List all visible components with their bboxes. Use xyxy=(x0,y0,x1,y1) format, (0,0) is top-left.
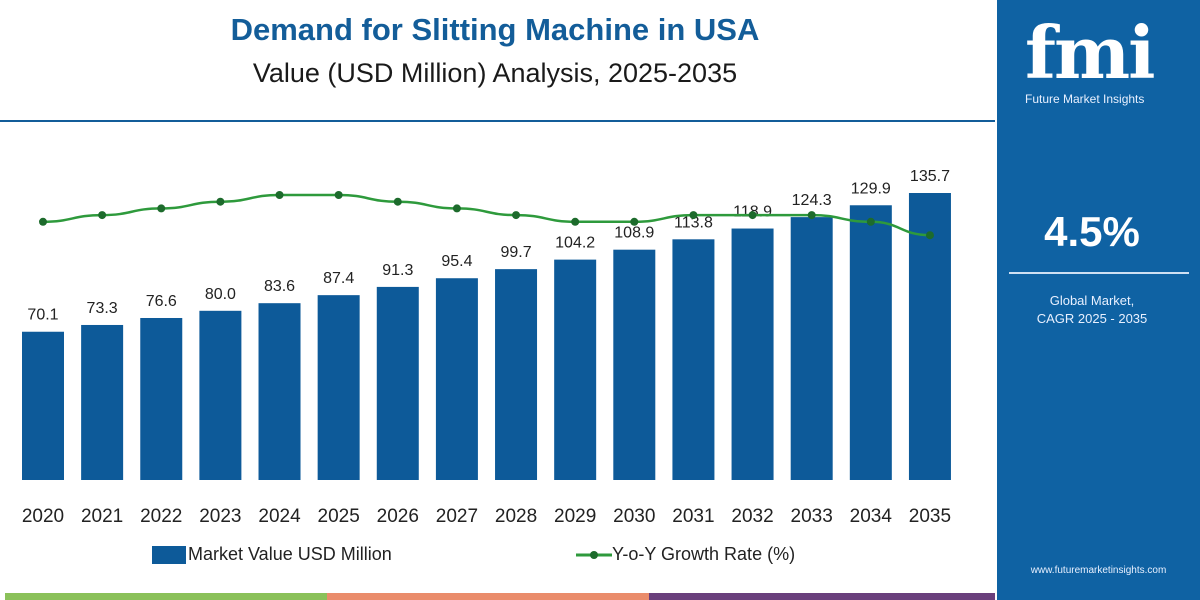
chart-subtitle: Value (USD Million) Analysis, 2025-2035 xyxy=(252,58,738,88)
stripe-orange xyxy=(327,593,649,600)
data-label-2023: 80.0 xyxy=(205,286,236,303)
bar-2034 xyxy=(849,205,892,480)
growth-point-2032 xyxy=(748,211,757,220)
x-tick-2025: 2025 xyxy=(318,506,360,527)
cagr-label-line1: Global Market, xyxy=(1049,293,1135,308)
x-tick-2026: 2026 xyxy=(377,506,419,527)
growth-point-2034 xyxy=(866,217,875,226)
growth-point-2025 xyxy=(334,191,343,199)
cagr-value: 4.5% xyxy=(1044,208,1140,255)
data-label-2021: 73.3 xyxy=(87,300,118,317)
growth-point-2033 xyxy=(807,211,816,220)
x-tick-2033: 2033 xyxy=(791,506,833,527)
legend-bar-label: Market Value USD Million xyxy=(188,544,392,564)
bar-2031 xyxy=(672,239,715,480)
growth-point-2022 xyxy=(157,204,166,213)
legend-line-label: Y-o-Y Growth Rate (%) xyxy=(612,544,796,564)
bar-2024 xyxy=(258,303,301,480)
x-tick-2024: 2024 xyxy=(258,506,301,527)
data-label-2030: 108.9 xyxy=(614,225,654,242)
data-label-2024: 83.6 xyxy=(264,278,295,295)
x-tick-2035: 2035 xyxy=(909,506,951,527)
logo-subtitle: Future Market Insights xyxy=(1025,92,1145,106)
bar-2023 xyxy=(199,310,242,480)
x-tick-2028: 2028 xyxy=(495,506,537,527)
website-url: www.futuremarketinsights.com xyxy=(1030,565,1167,576)
growth-point-2028 xyxy=(512,211,521,220)
data-label-2027: 95.4 xyxy=(441,253,472,270)
growth-line xyxy=(42,193,930,237)
growth-point-2023 xyxy=(216,197,225,206)
data-label-2026: 91.3 xyxy=(382,262,413,279)
bar-2022 xyxy=(140,317,183,480)
data-label-2020: 70.1 xyxy=(27,307,58,324)
stripe-purple xyxy=(649,593,995,600)
growth-point-2031 xyxy=(689,211,698,220)
growth-point-2029 xyxy=(571,217,580,226)
data-label-2025: 87.4 xyxy=(323,270,354,287)
bar-2029 xyxy=(554,259,597,480)
cagr-label: Global Market, CAGR 2025 - 2035 xyxy=(997,292,1187,328)
x-tick-2021: 2021 xyxy=(81,506,123,527)
legend-bar: Market Value USD Million xyxy=(152,544,392,565)
legend-bar-swatch xyxy=(152,545,186,564)
x-tick-2034: 2034 xyxy=(850,506,893,527)
x-tick-2032: 2032 xyxy=(731,506,773,527)
x-tick-2031: 2031 xyxy=(672,506,714,527)
x-tick-2022: 2022 xyxy=(140,506,182,527)
x-tick-2029: 2029 xyxy=(554,506,596,527)
data-label-2033: 124.3 xyxy=(792,192,832,209)
data-label-2031: 113.8 xyxy=(674,214,713,231)
x-tick-2030: 2030 xyxy=(613,506,655,527)
x-tick-2020: 2020 xyxy=(22,506,64,527)
side-panel: fmi Future Market Insights 4.5% Global M… xyxy=(997,0,1200,600)
chart-title: Demand for Slitting Machine in USA xyxy=(230,12,760,47)
header-divider xyxy=(0,120,995,122)
bar-2028 xyxy=(495,269,538,480)
bar-2020 xyxy=(22,331,64,480)
bar-2030 xyxy=(613,249,656,480)
growth-point-2021 xyxy=(98,211,107,220)
data-label-2028: 99.7 xyxy=(500,244,531,261)
fmi-logo: fmi xyxy=(1025,10,1156,95)
growth-point-2024 xyxy=(275,191,284,199)
bar-2021 xyxy=(81,324,124,480)
growth-point-2030 xyxy=(630,217,639,226)
growth-point-2020 xyxy=(39,217,47,226)
growth-point-2027 xyxy=(452,204,461,213)
data-label-2029: 104.2 xyxy=(555,235,595,252)
legend-line-swatch xyxy=(576,550,612,559)
x-tick-2027: 2027 xyxy=(436,506,478,527)
bar-2033 xyxy=(790,217,833,480)
bar-2026 xyxy=(376,286,419,480)
data-label-2035: 135.7 xyxy=(910,168,950,185)
chart-plot: 70.1 2020 73.3 2021 76.6 2022 80.0 2023 83.6 2024… xyxy=(22,168,951,527)
bar-2032 xyxy=(731,228,774,480)
growth-point-2026 xyxy=(393,197,402,206)
legend-line: Y-o-Y Growth Rate (%) xyxy=(576,544,795,565)
stripe-green xyxy=(5,593,327,600)
data-label-2034: 129.9 xyxy=(851,180,891,197)
bar-2025 xyxy=(317,295,360,480)
x-tick-2023: 2023 xyxy=(199,506,241,527)
cagr-label-line2: CAGR 2025 - 2035 xyxy=(1036,311,1148,326)
growth-point-2035 xyxy=(925,231,934,240)
panel-divider xyxy=(1009,272,1189,274)
data-label-2022: 76.6 xyxy=(146,293,177,310)
bar-2027 xyxy=(435,278,478,480)
bar-2035 xyxy=(908,193,951,480)
